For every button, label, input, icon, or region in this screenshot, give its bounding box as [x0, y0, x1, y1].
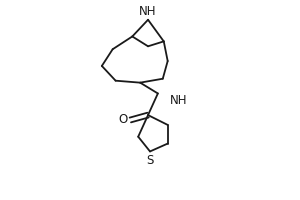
Text: O: O	[118, 113, 128, 126]
Text: NH: NH	[170, 94, 187, 107]
Text: S: S	[146, 154, 154, 167]
Text: NH: NH	[139, 5, 157, 18]
